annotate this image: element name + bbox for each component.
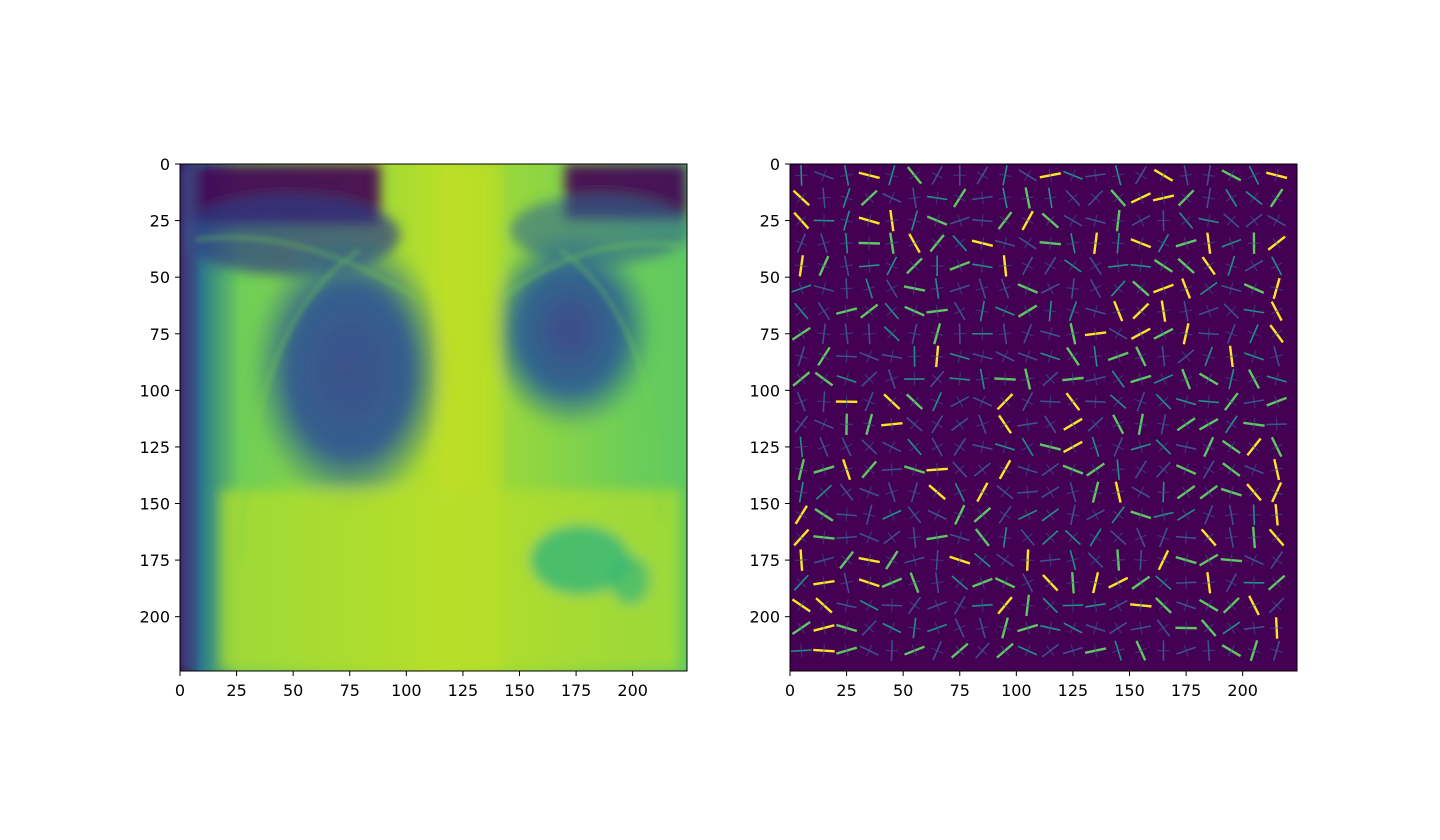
hog-x-tick-label: 0 bbox=[785, 681, 795, 700]
xray-y-tick-label: 0 bbox=[160, 155, 170, 174]
xray-y-ticks: 0 25 50 75 100 125 150 175 200 bbox=[139, 155, 180, 627]
hog-y-tick-label: 175 bbox=[749, 551, 780, 570]
xray-image bbox=[180, 164, 690, 671]
hog-x-tick-label: 25 bbox=[836, 681, 856, 700]
xray-y-tick-label: 200 bbox=[139, 608, 170, 627]
xray-x-ticks: 0 25 50 75 100 125 150 175 200 bbox=[175, 671, 648, 700]
hog-y-tick-label: 200 bbox=[749, 608, 780, 627]
xray-x-tick-label: 150 bbox=[504, 681, 535, 700]
hog-cell-stroke-minor bbox=[1208, 327, 1209, 340]
hog-x-tick-label: 200 bbox=[1227, 681, 1258, 700]
hog-cell-stroke-minor bbox=[1270, 628, 1283, 629]
xray-x-tick-label: 0 bbox=[175, 681, 185, 700]
hog-y-tick-label: 25 bbox=[760, 212, 780, 231]
hog-cell-stroke-minor bbox=[1202, 650, 1215, 651]
xray-x-tick-label: 200 bbox=[617, 681, 648, 700]
hog-x-tick-label: 75 bbox=[950, 681, 970, 700]
xray-x-tick-label: 100 bbox=[391, 681, 422, 700]
hog-cell-stroke-minor bbox=[824, 644, 825, 657]
xray-x-tick-label: 125 bbox=[448, 681, 479, 700]
hog-y-tick-label: 50 bbox=[760, 268, 780, 287]
hog-cell-stroke-minor bbox=[1005, 373, 1006, 386]
xray-y-tick-label: 50 bbox=[150, 268, 170, 287]
xray-y-tick-label: 100 bbox=[139, 381, 170, 400]
hog-y-ticks: 0 25 50 75 100 125 150 175 200 bbox=[749, 155, 790, 627]
hog-cell-stroke-minor bbox=[840, 288, 853, 289]
hog-cell-stroke-minor bbox=[818, 401, 831, 402]
xray-y-tick-label: 150 bbox=[139, 495, 170, 514]
hog-x-tick-label: 125 bbox=[1058, 681, 1089, 700]
hog-cell-stroke-minor bbox=[1095, 395, 1096, 408]
hog-cell-stroke-minor bbox=[891, 463, 892, 476]
hog-x-ticks: 0 25 50 75 100 125 150 175 200 bbox=[785, 671, 1258, 700]
hog-cell-stroke-minor bbox=[846, 350, 847, 363]
hog-y-tick-label: 0 bbox=[770, 155, 780, 174]
xray-x-tick-label: 25 bbox=[226, 681, 246, 700]
hog-image bbox=[790, 164, 1297, 671]
xray-y-tick-label: 175 bbox=[139, 551, 170, 570]
hog-cell-stroke-minor bbox=[801, 644, 802, 657]
hog-y-tick-label: 125 bbox=[749, 438, 780, 457]
xray-x-tick-label: 50 bbox=[283, 681, 303, 700]
hog-x-tick-label: 175 bbox=[1171, 681, 1202, 700]
hog-cell-stroke-minor bbox=[1134, 560, 1147, 561]
hog-cell-stroke-minor bbox=[1021, 560, 1034, 561]
xray-y-tick-label: 75 bbox=[150, 325, 170, 344]
xray-x-tick-label: 75 bbox=[340, 681, 360, 700]
hog-x-tick-label: 150 bbox=[1114, 681, 1145, 700]
hog-cell-stroke-minor bbox=[863, 333, 876, 334]
xray-y-tick-label: 125 bbox=[139, 438, 170, 457]
hog-x-tick-label: 100 bbox=[1001, 681, 1032, 700]
xray-y-tick-label: 25 bbox=[150, 212, 170, 231]
hog-cell-stroke-minor bbox=[982, 599, 983, 612]
hog-y-tick-label: 100 bbox=[749, 381, 780, 400]
hog-cell-stroke-minor bbox=[931, 560, 944, 561]
hog-y-tick-label: 75 bbox=[760, 325, 780, 344]
hog-axes: 0 25 50 75 100 125 150 175 200 0 25 50 75 100 125 150 1… bbox=[749, 155, 1297, 700]
xray-x-tick-label: 175 bbox=[561, 681, 592, 700]
xray-axes: 0 25 50 75 100 125 150 175 200 0 25 50 75 100 125 150 1… bbox=[139, 155, 690, 700]
hog-y-tick-label: 150 bbox=[749, 495, 780, 514]
hog-cell-stroke-minor bbox=[1050, 395, 1051, 408]
hog-x-tick-label: 50 bbox=[893, 681, 913, 700]
